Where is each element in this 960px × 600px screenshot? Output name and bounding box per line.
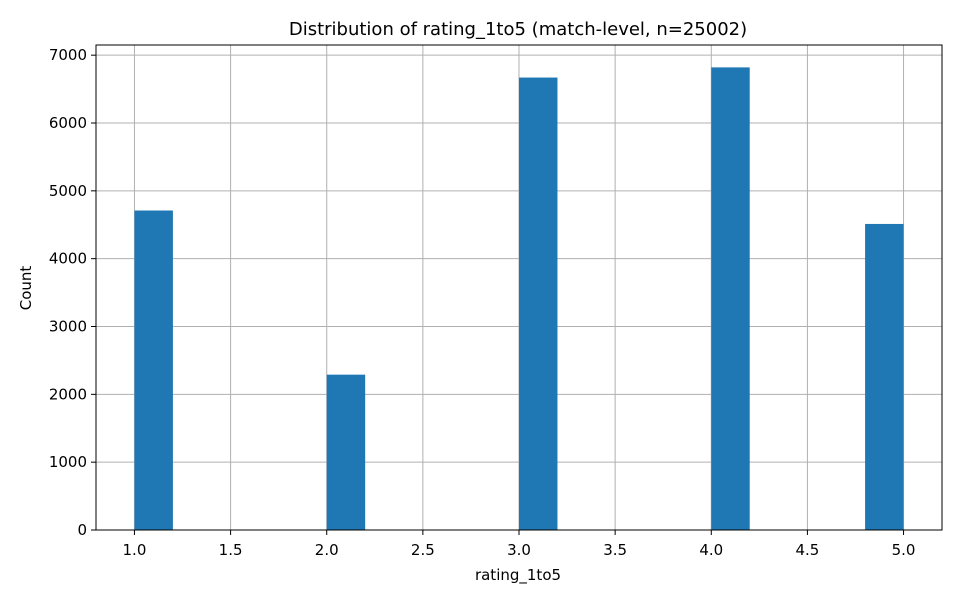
x-axis-ticks: 1.0 1.5 2.0 2.5 3.0 3.5 4.0 4.5 5.0 [123, 530, 916, 559]
x-axis-label: rating_1to5 [475, 566, 561, 585]
histogram-bar [326, 374, 366, 530]
y-tick-label: 4000 [49, 250, 87, 268]
histogram-bar [865, 223, 904, 530]
x-tick-label: 4.0 [699, 541, 723, 559]
y-tick-label: 5000 [49, 182, 87, 200]
x-tick-label: 1.5 [219, 541, 243, 559]
histogram-bar [134, 210, 173, 530]
y-tick-label: 2000 [49, 385, 87, 403]
y-axis-label: Count [17, 266, 35, 311]
y-tick-label: 3000 [49, 318, 87, 336]
y-tick-label: 6000 [49, 114, 87, 132]
x-tick-label: 3.0 [507, 541, 531, 559]
y-tick-label: 1000 [49, 453, 87, 471]
chart-title: Distribution of rating_1to5 (match-level… [289, 19, 747, 40]
bars [134, 67, 904, 530]
histogram-bar [711, 67, 750, 530]
x-tick-label: 2.0 [315, 541, 339, 559]
y-tick-label: 7000 [49, 46, 87, 64]
x-tick-label: 5.0 [892, 541, 916, 559]
x-tick-label: 1.0 [123, 541, 147, 559]
y-tick-label: 0 [77, 521, 87, 539]
y-axis-ticks: 0 1000 2000 3000 4000 5000 6000 7000 [49, 46, 96, 539]
histogram-bar [519, 77, 558, 530]
x-tick-label: 4.5 [795, 541, 819, 559]
x-tick-label: 3.5 [603, 541, 627, 559]
x-tick-label: 2.5 [411, 541, 435, 559]
